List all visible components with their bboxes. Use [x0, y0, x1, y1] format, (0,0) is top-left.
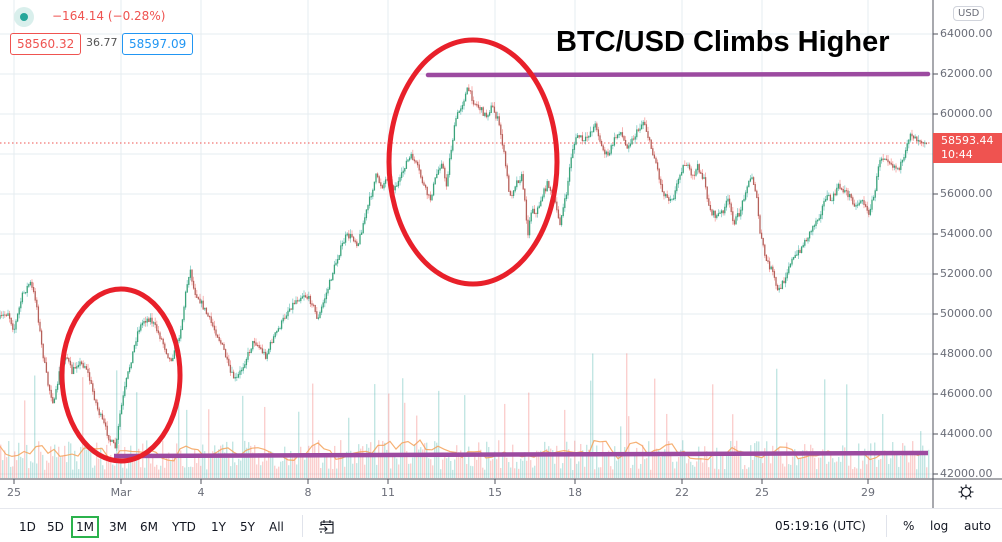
- price-tick-label: 60000.00: [940, 107, 993, 120]
- date-tick-label: 18: [568, 486, 582, 499]
- toolbar-divider: [886, 515, 887, 537]
- range-6m-button[interactable]: 6M: [140, 520, 158, 534]
- range-all-button[interactable]: All: [269, 520, 284, 534]
- gear-icon[interactable]: [958, 484, 974, 500]
- price-tick-label: 50000.00: [940, 307, 993, 320]
- range-5y-button[interactable]: 5Y: [240, 520, 255, 534]
- toolbar-divider: [302, 515, 303, 537]
- chart-grid: [0, 0, 933, 479]
- price-axis-ticks: [933, 33, 938, 475]
- price-change: −164.14 (−0.28%): [52, 9, 166, 23]
- date-tick-label: Mar: [110, 486, 132, 499]
- range-1y-button[interactable]: 1Y: [211, 520, 226, 534]
- spread-value: 36.77: [86, 36, 118, 49]
- price-tick-label: 42000.00: [940, 467, 993, 480]
- chart-headline: BTC/USD Climbs Higher: [556, 26, 890, 58]
- currency-badge[interactable]: USD: [953, 6, 985, 21]
- price-tick-label: 64000.00: [940, 27, 993, 40]
- price-tick-label: 44000.00: [940, 427, 993, 440]
- date-tick-label: 15: [488, 486, 502, 499]
- date-tick-label: 29: [861, 486, 875, 499]
- price-tick-label: 52000.00: [940, 267, 993, 280]
- support-line: [113, 450, 929, 459]
- volume-bars: [0, 353, 930, 478]
- range-3m-button[interactable]: 3M: [109, 520, 127, 534]
- date-tick-label: 25: [755, 486, 769, 499]
- annotation-circle-feb-dip: [59, 286, 183, 464]
- date-tick-label: 4: [197, 486, 205, 499]
- price-tick-label: 62000.00: [940, 67, 993, 80]
- last-price-value: 58593.44: [941, 134, 994, 147]
- calendar-goto-icon[interactable]: [318, 519, 336, 535]
- price-tick-label: 56000.00: [940, 187, 993, 200]
- date-tick-label: 22: [675, 486, 689, 499]
- price-tick-label: 54000.00: [940, 227, 993, 240]
- date-tick-label: 25: [7, 486, 21, 499]
- sell-price-button[interactable]: 58560.32: [10, 33, 82, 55]
- range-1m-button[interactable]: 1M: [71, 516, 99, 538]
- time-axis-ticks: [13, 479, 869, 484]
- percent-scale-toggle[interactable]: %: [903, 519, 915, 533]
- date-tick-label: 8: [304, 486, 312, 499]
- market-open-dot-icon: [14, 7, 34, 27]
- date-tick-label: 11: [381, 486, 395, 499]
- buy-price-button[interactable]: 58597.09: [122, 33, 194, 55]
- utc-clock[interactable]: 05:19:16 (UTC): [775, 519, 866, 533]
- last-price-label: 58593.44 10:44: [933, 133, 1002, 163]
- auto-scale-toggle[interactable]: auto: [964, 519, 992, 533]
- price-chart[interactable]: [0, 0, 1002, 508]
- bottom-toolbar: 1D 5D 1M 3M 6M YTD 1Y 5Y All 05:19:16 (U…: [0, 508, 1002, 542]
- range-ytd-button[interactable]: YTD: [172, 520, 196, 534]
- annotation-circle-march-peak: [386, 37, 560, 287]
- bar-countdown: 10:44: [941, 148, 973, 161]
- log-scale-toggle[interactable]: log: [930, 519, 949, 533]
- range-1d-button[interactable]: 1D: [19, 520, 36, 534]
- symbol-legend: −164.14 (−0.28%) 58560.32 36.77 58597.09: [0, 0, 240, 60]
- price-tick-label: 46000.00: [940, 387, 993, 400]
- price-tick-label: 48000.00: [940, 347, 993, 360]
- candlestick-series: [0, 84, 928, 451]
- resistance-line: [425, 71, 931, 78]
- range-5d-button[interactable]: 5D: [47, 520, 64, 534]
